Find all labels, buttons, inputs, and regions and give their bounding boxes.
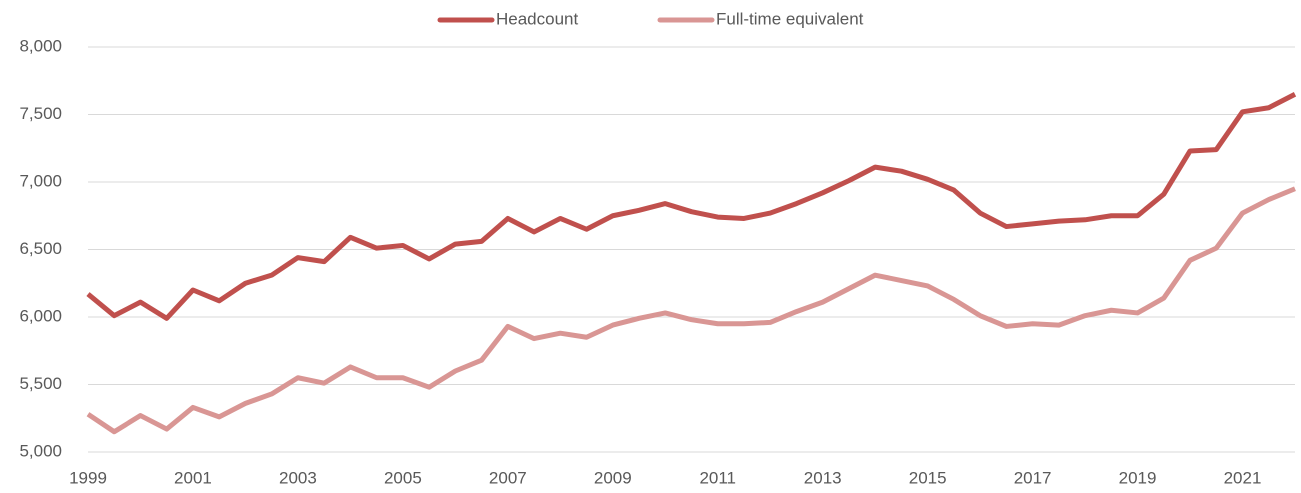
- y-tick-label: 8,000: [19, 36, 62, 55]
- x-tick-label: 2007: [489, 468, 527, 487]
- x-tick-label: 1999: [69, 468, 107, 487]
- y-tick-label: 5,000: [19, 441, 62, 460]
- x-tick-label: 2015: [909, 468, 947, 487]
- x-tick-label: 2005: [384, 468, 422, 487]
- legend-label: Headcount: [496, 9, 579, 28]
- line-series: [86, 186, 1296, 435]
- x-tick-label: 2001: [174, 468, 212, 487]
- line-series: [86, 92, 1297, 321]
- y-tick-label: 5,500: [19, 374, 62, 393]
- y-tick-label: 7,000: [19, 171, 62, 190]
- x-tick-label: 2013: [804, 468, 842, 487]
- y-tick-label: 6,000: [19, 306, 62, 325]
- x-tick-label: 2009: [594, 468, 632, 487]
- legend-label: Full-time equivalent: [716, 9, 864, 28]
- x-tick-label: 2003: [279, 468, 317, 487]
- x-tick-label: 2021: [1224, 468, 1262, 487]
- y-tick-label: 7,500: [19, 104, 62, 123]
- x-tick-label: 2017: [1014, 468, 1052, 487]
- y-tick-label: 6,500: [19, 239, 62, 258]
- x-tick-label: 2019: [1119, 468, 1157, 487]
- x-tick-label: 2011: [699, 468, 736, 487]
